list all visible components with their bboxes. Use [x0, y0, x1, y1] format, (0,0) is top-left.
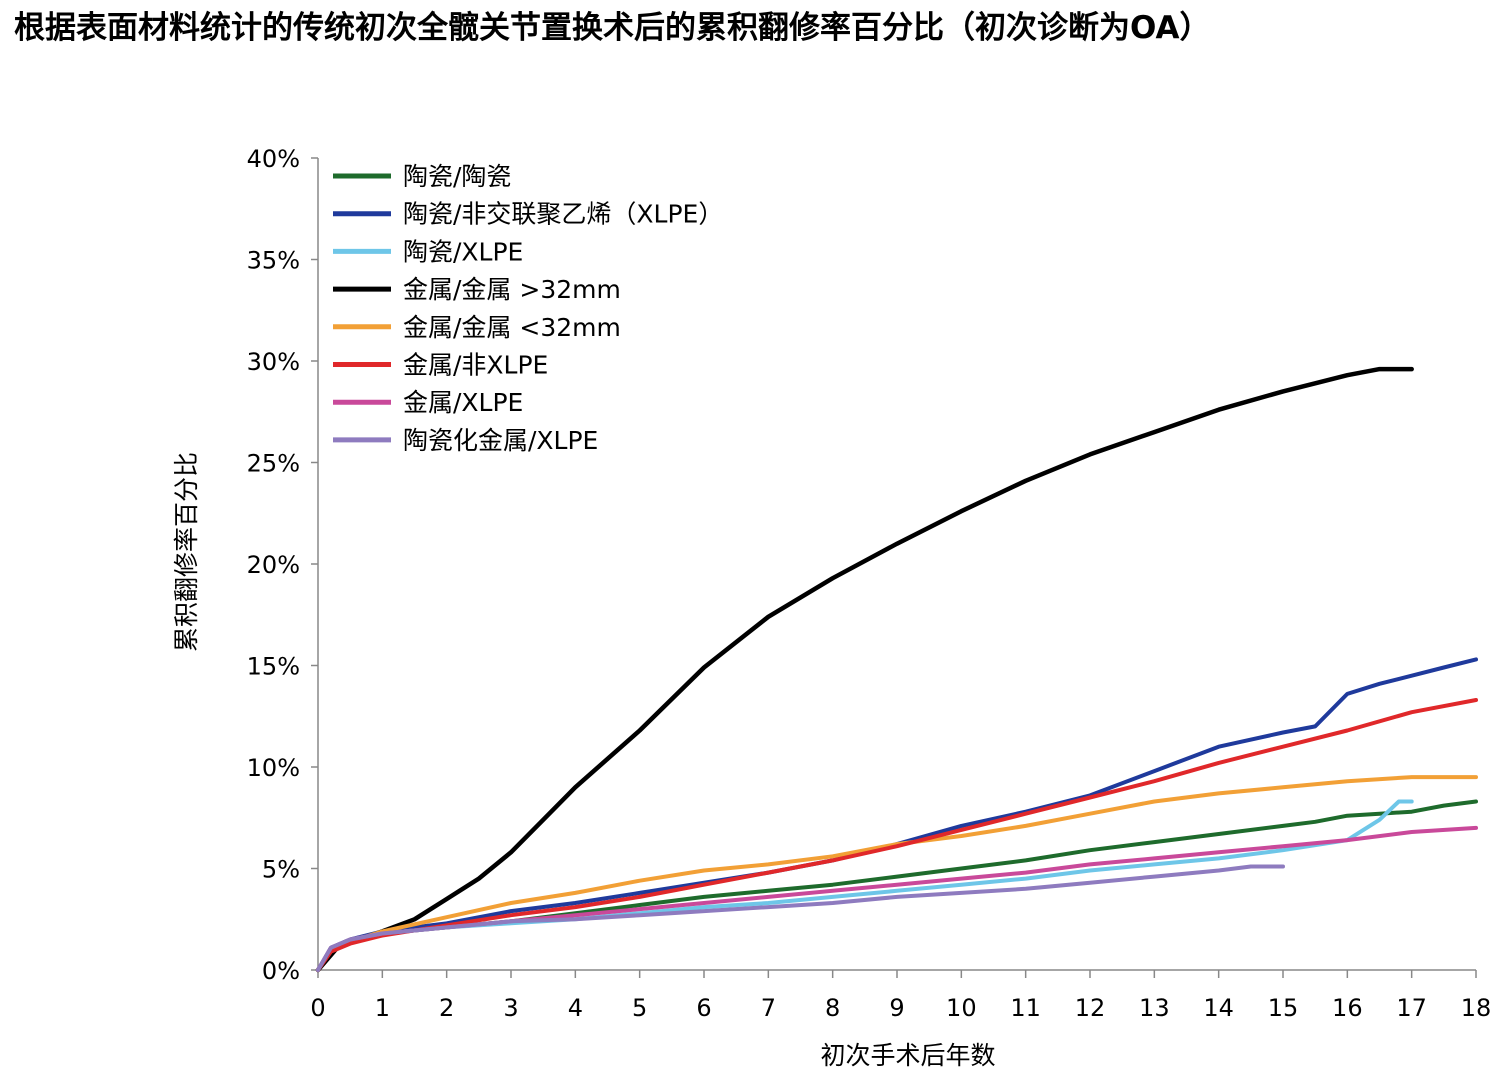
legend-label: 金属/金属 <32mm	[403, 313, 621, 342]
y-tick-label: 5%	[262, 856, 300, 884]
y-tick-label: 35%	[247, 247, 300, 275]
legend-label: 陶瓷/非交联聚乙烯（XLPE）	[403, 200, 723, 229]
x-axis-label: 初次手术后年数	[820, 1041, 995, 1070]
y-tick-label: 40%	[247, 145, 300, 173]
x-tick-label: 14	[1203, 994, 1234, 1022]
y-tick-label: 15%	[247, 653, 300, 681]
legend-label: 金属/非XLPE	[403, 351, 548, 380]
x-tick-label: 0	[310, 994, 325, 1022]
series-line	[316, 698, 1478, 972]
x-tick-label: 16	[1332, 994, 1363, 1022]
x-tick-label: 10	[946, 994, 977, 1022]
series-lines	[315, 366, 1478, 973]
y-axis-label: 累积翻修率百分比	[172, 452, 201, 652]
y-tick-label: 10%	[247, 754, 300, 782]
x-tick-label: 1	[375, 994, 390, 1022]
series-line	[316, 825, 1478, 972]
legend-label: 金属/XLPE	[403, 388, 523, 417]
chart-title: 根据表面材料统计的传统初次全髋关节置换术后的累积翻修率百分比（初次诊断为OA）	[14, 10, 1211, 46]
legend-label: 金属/金属 >32mm	[403, 275, 621, 304]
x-tick-label: 15	[1268, 994, 1299, 1022]
y-tick-label: 0%	[262, 957, 300, 985]
x-tick-label: 18	[1461, 994, 1492, 1022]
x-tick-label: 8	[825, 994, 840, 1022]
series-line	[316, 657, 1478, 972]
series-line	[316, 864, 1285, 972]
legend-label: 陶瓷/陶瓷	[403, 162, 511, 191]
x-tick-label: 6	[696, 994, 711, 1022]
x-tick-label: 5	[632, 994, 647, 1022]
x-tick-label: 11	[1010, 994, 1041, 1022]
legend-label: 陶瓷化金属/XLPE	[403, 426, 598, 455]
legend-label: 陶瓷/XLPE	[403, 237, 523, 266]
x-tick-label: 3	[503, 994, 518, 1022]
series-line	[316, 775, 1478, 972]
x-tick-label: 13	[1139, 994, 1170, 1022]
y-tick-label: 30%	[247, 348, 300, 376]
x-tick-label: 12	[1075, 994, 1106, 1022]
x-tick-label: 2	[439, 994, 454, 1022]
x-tick-label: 4	[568, 994, 583, 1022]
y-tick-label: 25%	[247, 450, 300, 478]
x-tick-label: 9	[889, 994, 904, 1022]
x-tick-label: 17	[1396, 994, 1427, 1022]
x-axis-ticks: 0 1 2 3 4 5 6 7 8 9 10 11 12 13 14 15 16 17 18	[310, 970, 1491, 1022]
x-tick-label: 7	[761, 994, 776, 1022]
series-line	[315, 366, 1414, 973]
y-axis-ticks: 0% 5% 10% 15% 20% 25% 30% 35% 40%	[247, 145, 318, 985]
y-tick-label: 20%	[247, 551, 300, 579]
